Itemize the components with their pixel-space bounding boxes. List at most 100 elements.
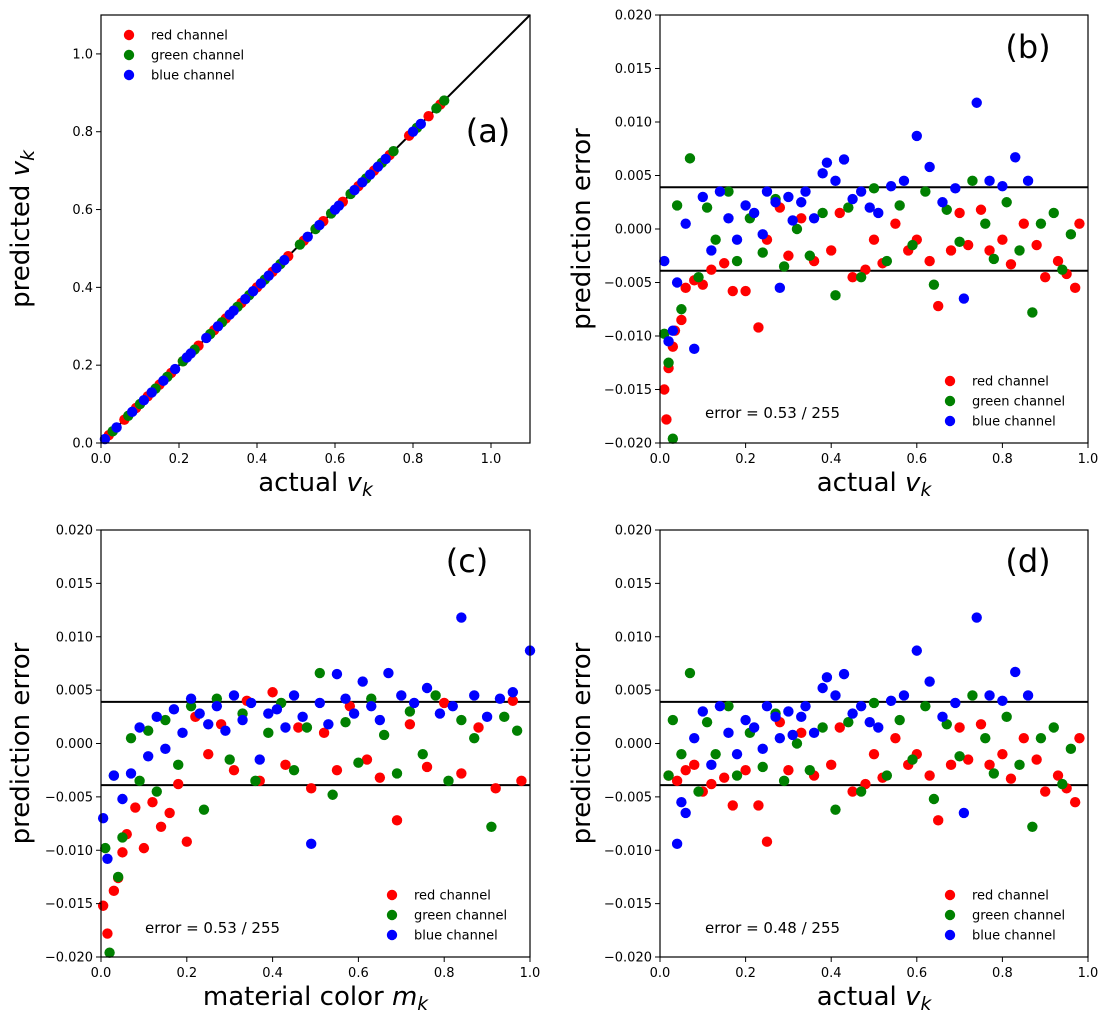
data-point-green <box>817 207 828 219</box>
data-point-green <box>151 786 162 797</box>
y-tick-label: −0.020 <box>604 437 652 452</box>
data-point-blue <box>723 213 734 224</box>
data-point-red <box>102 928 113 939</box>
data-point-green <box>366 693 377 704</box>
data-point-red <box>1031 754 1042 765</box>
data-point-blue <box>220 725 231 736</box>
data-point-green <box>954 236 965 248</box>
y-tick-label: 0.2 <box>72 359 93 374</box>
panel-d: 0.0 0.2 0.4 0.6 0.8 1.0 −0.020 −0.015 −0.010 −0.0… <box>567 524 1098 1016</box>
data-point-red <box>1040 271 1051 283</box>
data-point-blue <box>924 676 935 687</box>
legend-label: red channel <box>972 375 1049 390</box>
data-point-red <box>306 783 317 794</box>
data-point-red <box>761 836 773 847</box>
data-point-blue <box>937 197 948 208</box>
data-point-green <box>778 261 790 272</box>
y-tick-label: 0.0 <box>72 437 93 452</box>
data-point-blue <box>748 207 760 219</box>
data-point-blue <box>723 727 734 739</box>
data-point-red <box>108 885 120 897</box>
data-point-blue <box>1010 152 1021 163</box>
y-tick-label: −0.010 <box>45 844 93 859</box>
data-point-red <box>1018 732 1029 744</box>
data-point-blue <box>864 716 875 728</box>
data-point-green <box>391 768 403 779</box>
data-point-red <box>1031 239 1042 251</box>
data-point-green <box>757 761 768 773</box>
data-point-red <box>706 264 717 275</box>
data-point-red <box>868 234 880 245</box>
data-point-blue <box>997 181 1008 192</box>
data-point-blue <box>263 708 274 719</box>
y-tick-label: −0.005 <box>45 790 93 805</box>
data-point-blue <box>680 218 691 229</box>
data-point-blue <box>364 169 376 180</box>
data-point-green <box>294 239 306 250</box>
data-point-green <box>868 183 880 194</box>
data-point-blue <box>408 697 420 709</box>
data-point-green <box>791 738 803 749</box>
data-point-red <box>727 285 738 297</box>
error-annotation: error = 0.48 / 255 <box>705 919 840 937</box>
data-point-red <box>727 800 738 811</box>
data-point-red <box>1074 732 1085 744</box>
data-point-red <box>834 207 845 219</box>
y-tick-label: 0.015 <box>615 577 652 592</box>
data-point-red <box>868 748 880 760</box>
panel-b: 0.0 0.2 0.4 0.6 0.8 1.0 −0.020 −0.015 −0.010 −0.0… <box>567 9 1098 502</box>
data-point-blue <box>950 183 961 194</box>
data-point-blue <box>127 406 138 418</box>
data-point-blue <box>714 186 726 197</box>
data-point-red <box>975 719 987 730</box>
data-point-red <box>439 697 450 709</box>
data-point-blue <box>731 234 743 245</box>
data-point-red <box>826 245 837 256</box>
data-point-red <box>945 759 957 771</box>
data-point-blue <box>731 748 743 760</box>
y-tick-label: −0.020 <box>604 951 652 966</box>
data-point-red <box>740 285 751 297</box>
data-point-red <box>97 900 109 911</box>
y-tick-label: −0.005 <box>604 790 652 805</box>
data-point-red <box>924 255 935 267</box>
data-point-blue <box>366 700 377 712</box>
data-point-blue <box>108 770 120 781</box>
plot-frame <box>100 14 531 444</box>
panel-label: (c) <box>446 542 489 580</box>
data-point-red <box>680 764 691 776</box>
data-point-green <box>499 711 510 723</box>
data-point-green <box>1001 711 1012 723</box>
data-point-blue <box>971 612 982 623</box>
data-point-blue <box>958 807 970 819</box>
x-tick-label: 0.6 <box>906 966 927 981</box>
data-point-green <box>980 218 991 229</box>
x-tick-label: 0.4 <box>247 452 268 467</box>
y-tick-label: 0.6 <box>72 203 93 218</box>
data-point-red <box>924 770 935 781</box>
data-point-green <box>684 667 696 679</box>
data-point-blue <box>984 690 995 701</box>
data-point-blue <box>770 711 781 723</box>
data-point-green <box>791 223 803 235</box>
data-point-blue <box>302 231 313 242</box>
data-point-green <box>211 693 223 704</box>
y-axis-label: prediction error <box>6 642 36 844</box>
data-point-blue <box>407 126 419 137</box>
data-point-blue <box>138 395 150 406</box>
data-point-green <box>778 775 790 787</box>
data-point-red <box>740 764 751 776</box>
legend-marker <box>123 49 135 61</box>
y-tick-label: −0.015 <box>45 897 93 912</box>
data-point-green <box>855 786 867 797</box>
data-point-green <box>710 234 721 245</box>
data-point-blue <box>787 729 798 741</box>
data-point-blue <box>456 612 467 623</box>
data-point-green <box>1035 732 1047 744</box>
data-point-green <box>430 690 441 701</box>
legend-label: red channel <box>972 889 1049 904</box>
data-point-red <box>117 847 128 858</box>
data-point-green <box>701 202 713 213</box>
data-point-red <box>456 768 467 779</box>
error-annotation: error = 0.53 / 255 <box>705 404 840 422</box>
